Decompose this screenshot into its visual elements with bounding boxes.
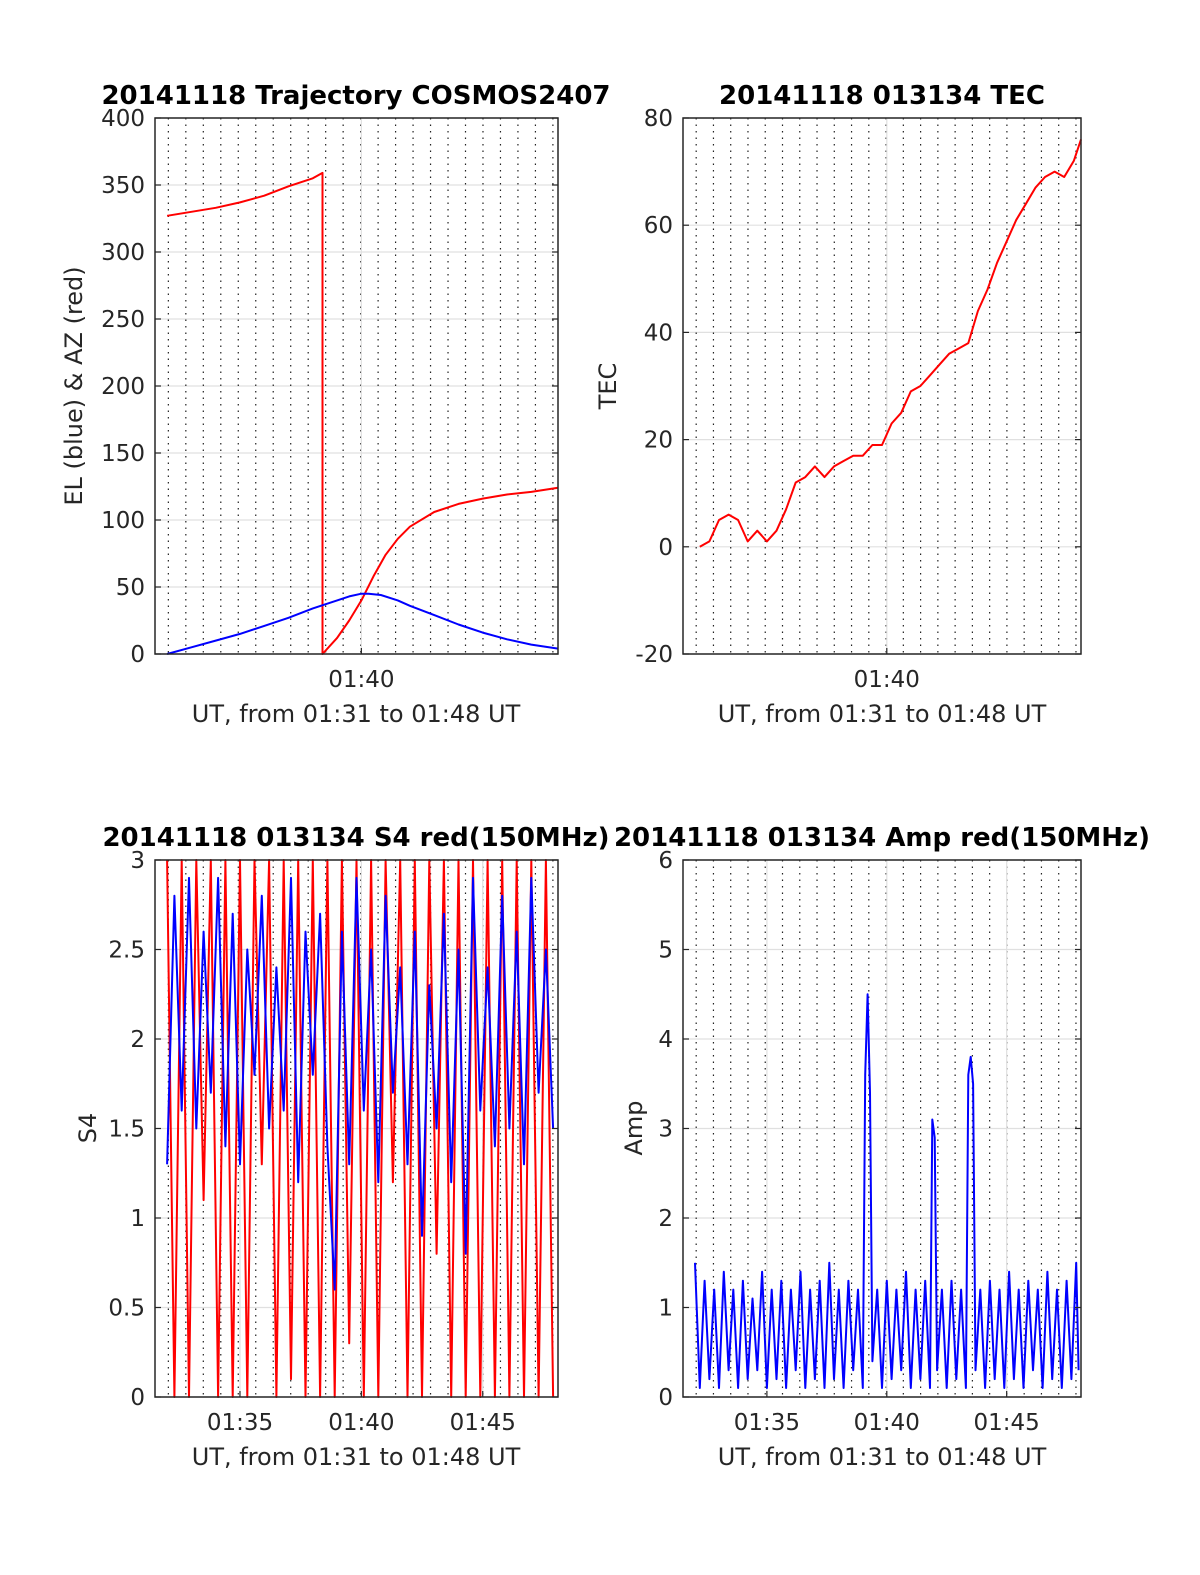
series-line	[166, 171, 559, 655]
chart-title: 20141118 013134 TEC	[719, 81, 1045, 111]
chart-s4: 20141118 013134 S4 red(150MHz) 0 0.5 1 1.5 2…	[74, 823, 610, 1471]
y-axis-label: Amp	[620, 1100, 648, 1155]
plot-frame	[682, 117, 1082, 655]
series-line	[166, 592, 559, 655]
series-line	[694, 993, 1080, 1389]
chart-amp: 20141118 013134 Amp red(150MHz) 0 1 2 3 4 5 6 0…	[614, 823, 1150, 1471]
y-tick-label: 0	[658, 535, 673, 561]
y-tick-label: 400	[101, 106, 145, 132]
y-tick-label: 0	[658, 1385, 673, 1411]
y-tick-label: 100	[101, 508, 145, 534]
y-tick-label: 60	[644, 213, 673, 239]
y-tick-label: 1	[658, 1296, 673, 1322]
y-tick-label: 2.5	[108, 938, 145, 964]
y-tick-label: -20	[635, 642, 673, 668]
chart-tec: 20141118 013134 TEC -20 0 20 40 60 80 01:40 UT…	[594, 81, 1082, 728]
y-tick-label: 40	[644, 320, 673, 346]
x-tick-label: 01:40	[854, 667, 920, 693]
series-line	[699, 139, 1082, 548]
y-tick-label: 3	[658, 1117, 673, 1143]
y-tick-label: 250	[101, 307, 145, 333]
y-tick-label: 300	[101, 240, 145, 266]
y-axis-label: EL (blue) & AZ (red)	[60, 266, 88, 505]
x-tick-label: 01:35	[207, 1410, 273, 1436]
x-axis-label: UT, from 01:31 to 01:48 UT	[192, 700, 521, 728]
y-tick-label: 2	[658, 1206, 673, 1232]
y-tick-label: 20	[644, 428, 673, 454]
y-tick-label: 0.5	[108, 1296, 145, 1322]
y-axis-label: TEC	[594, 363, 622, 411]
x-tick-label: 01:45	[450, 1410, 516, 1436]
series-line	[166, 859, 555, 1398]
y-tick-label: 2	[130, 1027, 145, 1053]
series-line	[166, 876, 555, 1291]
chart-title: 20141118 013134 S4 red(150MHz)	[102, 823, 609, 853]
y-tick-label: 0	[130, 1385, 145, 1411]
y-tick-label: 5	[658, 938, 673, 964]
x-axis-label: UT, from 01:31 to 01:48 UT	[718, 700, 1047, 728]
y-tick-label: 80	[644, 106, 673, 132]
x-tick-label: 01:35	[734, 1410, 800, 1436]
y-tick-label: 200	[101, 374, 145, 400]
chart-trajectory: 20141118 Trajectory COSMOS2407 0 50 100 150…	[60, 81, 611, 728]
x-tick-label: 01:40	[328, 1410, 394, 1436]
y-tick-label: 0	[130, 642, 145, 668]
y-tick-label: 1.5	[108, 1117, 145, 1143]
y-tick-label: 6	[658, 848, 673, 874]
x-axis-label: UT, from 01:31 to 01:48 UT	[192, 1443, 521, 1471]
x-tick-label: 01:45	[974, 1410, 1040, 1436]
y-tick-label: 150	[101, 441, 145, 467]
y-tick-label: 3	[130, 848, 145, 874]
x-tick-label: 01:40	[328, 667, 394, 693]
x-tick-label: 01:40	[854, 1410, 920, 1436]
y-tick-label: 4	[658, 1027, 673, 1053]
y-axis-label: S4	[74, 1113, 102, 1144]
y-tick-label: 1	[130, 1206, 145, 1232]
chart-title: 20141118 Trajectory COSMOS2407	[101, 81, 610, 111]
y-tick-label: 350	[101, 173, 145, 199]
x-axis-label: UT, from 01:31 to 01:48 UT	[718, 1443, 1047, 1471]
chart-title: 20141118 013134 Amp red(150MHz)	[614, 823, 1150, 853]
y-tick-label: 50	[116, 575, 145, 601]
